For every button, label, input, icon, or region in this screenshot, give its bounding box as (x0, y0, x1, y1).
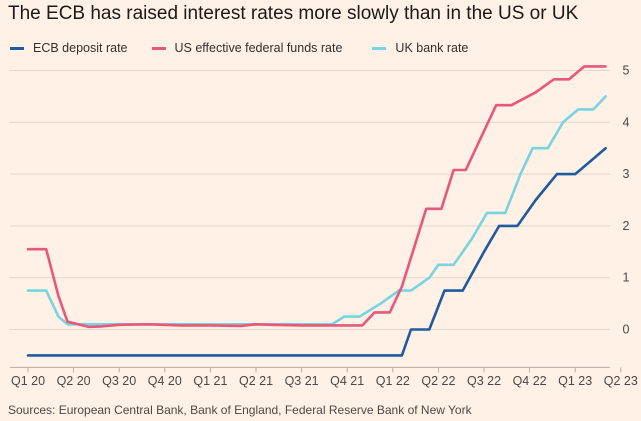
legend-label-uk: UK bank rate (395, 41, 469, 55)
y-tick-label: 3 (623, 167, 630, 181)
source-note: Sources: European Central Bank, Bank of … (8, 403, 472, 417)
chart-title: The ECB has raised interest rates more s… (8, 3, 579, 24)
x-tick-label: Q3 22 (467, 374, 501, 388)
legend-item-us: US effective federal funds rate (151, 41, 343, 55)
y-tick-label: 2 (623, 219, 630, 233)
legend-label-ecb: ECB deposit rate (33, 41, 128, 55)
series-line-1 (26, 65, 607, 329)
y-tick-label: 4 (623, 115, 630, 129)
series-lines (26, 65, 607, 357)
legend-swatch-us (151, 46, 166, 50)
y-axis-ticks: 0 1 2 3 4 5 (623, 64, 630, 337)
legend-swatch-uk (372, 46, 387, 50)
x-tick-label: Q1 22 (376, 374, 410, 388)
legend-item-ecb: ECB deposit rate (10, 41, 128, 55)
x-tick-label: Q2 21 (239, 374, 273, 388)
legend-swatch-ecb (10, 46, 24, 50)
x-tick-label: Q2 22 (421, 374, 455, 388)
x-tick-label: Q1 20 (11, 374, 45, 388)
x-tick-label: Q2 23 (604, 374, 638, 388)
x-tick-label: Q1 21 (193, 374, 227, 388)
x-tick-label: Q4 20 (148, 374, 182, 388)
series-line-0 (26, 146, 607, 357)
legend-item-uk: UK bank rate (372, 41, 468, 55)
legend-label-us: US effective federal funds rate (174, 41, 343, 55)
x-axis-ticks: Q1 20 Q2 20 Q3 20 Q4 20 Q1 21 Q2 21 Q3 21 Q4 21… (11, 367, 638, 388)
legend: ECB deposit rate US effective federal fu… (10, 41, 492, 55)
series-line-2 (26, 95, 607, 326)
x-tick-label: Q1 23 (558, 374, 592, 388)
x-tick-label: Q2 20 (57, 374, 91, 388)
y-tick-label: 5 (623, 64, 630, 78)
y-tick-label: 0 (623, 323, 630, 337)
gridlines (10, 70, 610, 368)
y-tick-label: 1 (623, 271, 630, 285)
x-tick-label: Q3 20 (102, 374, 136, 388)
x-tick-label: Q3 21 (285, 374, 319, 388)
x-tick-label: Q4 22 (513, 374, 547, 388)
x-tick-label: Q4 21 (330, 374, 364, 388)
